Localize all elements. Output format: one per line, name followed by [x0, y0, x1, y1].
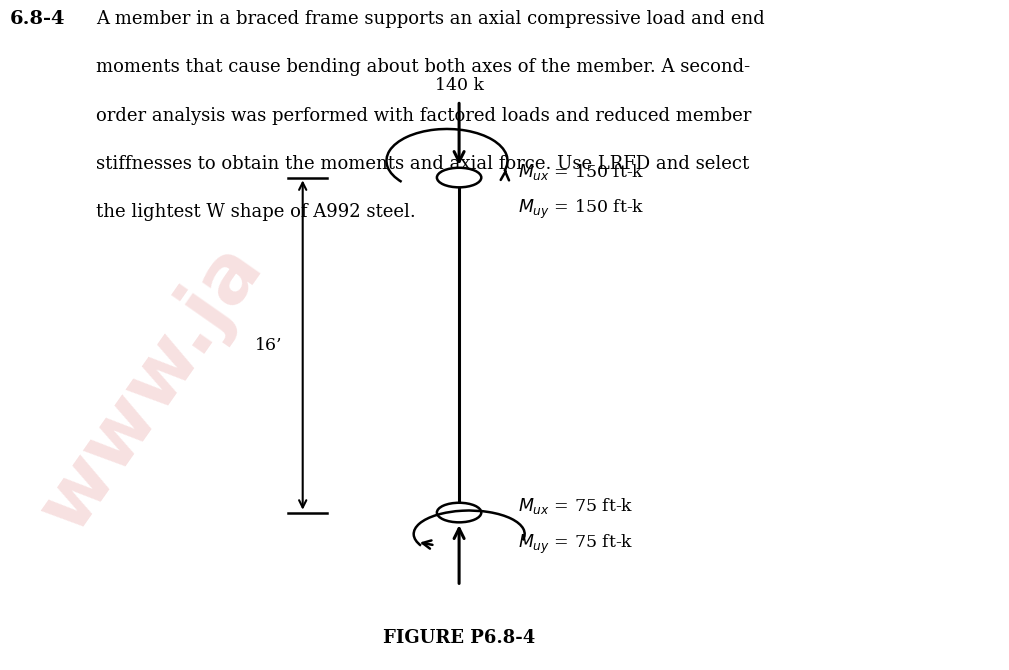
Text: order analysis was performed with factored loads and reduced member: order analysis was performed with factor… [96, 107, 752, 125]
Text: $M_{ux}$ = 75 ft-k: $M_{ux}$ = 75 ft-k [518, 496, 633, 516]
Text: stiffnesses to obtain the moments and axial force. Use LRFD and select: stiffnesses to obtain the moments and ax… [96, 155, 749, 173]
Text: $M_{uy}$ = 75 ft-k: $M_{uy}$ = 75 ft-k [518, 533, 633, 556]
Text: A member in a braced frame supports an axial compressive load and end: A member in a braced frame supports an a… [96, 10, 765, 28]
Text: FIGURE P6.8-4: FIGURE P6.8-4 [383, 629, 535, 647]
Ellipse shape [437, 168, 481, 188]
Text: 6.8-4: 6.8-4 [10, 10, 66, 28]
Ellipse shape [437, 502, 481, 523]
Text: 140 k: 140 k [435, 77, 483, 94]
Text: www.ja: www.ja [24, 230, 278, 547]
Text: moments that cause bending about both axes of the member. A second-: moments that cause bending about both ax… [96, 58, 750, 76]
Text: 16’: 16’ [255, 336, 283, 354]
Text: $M_{uy}$ = 150 ft-k: $M_{uy}$ = 150 ft-k [518, 198, 644, 221]
Text: $M_{ux}$ = 150 ft-k: $M_{ux}$ = 150 ft-k [518, 162, 644, 182]
Text: the lightest W shape of A992 steel.: the lightest W shape of A992 steel. [96, 203, 416, 221]
